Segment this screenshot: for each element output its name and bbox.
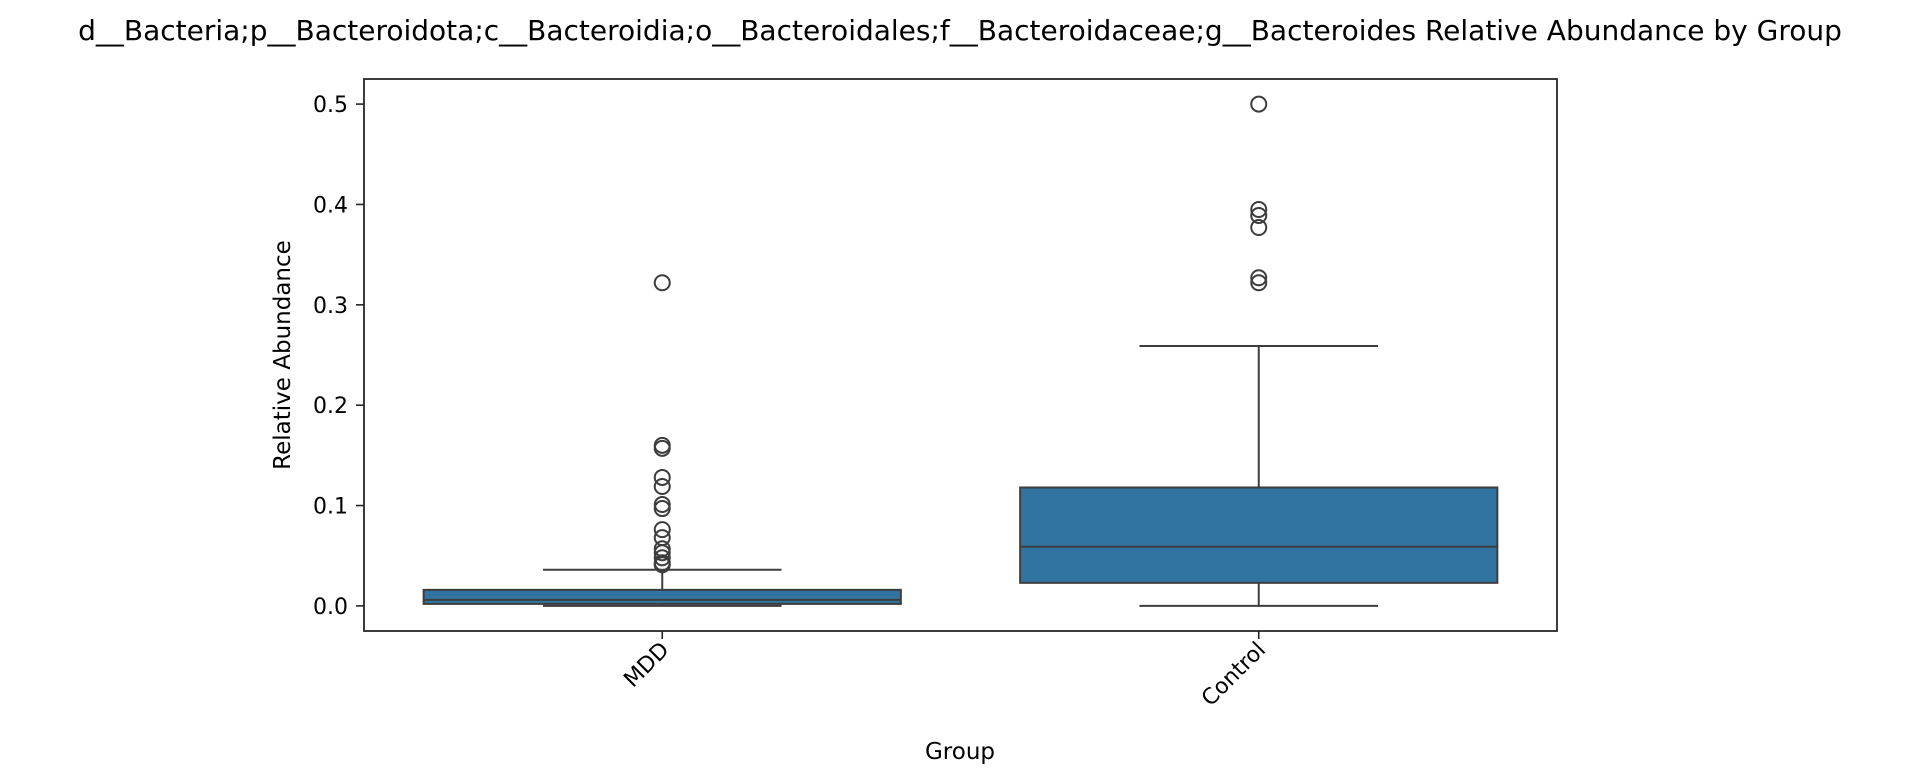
y-axis-label: Relative Abundance	[270, 240, 296, 470]
box-iqr	[422, 588, 902, 605]
y-tick-label: 0.3	[313, 294, 348, 319]
plot-frame	[363, 78, 1558, 632]
outlier-point	[653, 477, 671, 495]
outlier-point	[1250, 219, 1268, 237]
plot-area	[422, 95, 1499, 607]
y-tick-label: 0.5	[313, 93, 348, 118]
y-axis: 0.0 0.1 0.2 0.3 0.4 0.5	[313, 93, 364, 620]
x-tick-label: MDD	[619, 638, 674, 693]
outlier-point	[1250, 95, 1268, 113]
outlier-point	[1250, 274, 1268, 292]
y-tick-label: 0.4	[313, 193, 348, 218]
y-tick-label: 0.0	[313, 595, 348, 620]
outlier-point	[653, 439, 671, 457]
x-tick-label: Control	[1197, 638, 1271, 712]
outlier-point	[653, 544, 671, 562]
x-axis-label: Group	[925, 739, 995, 765]
outlier-point	[1250, 269, 1268, 287]
box-mdd	[422, 274, 902, 607]
y-tick-label: 0.2	[313, 394, 348, 419]
outlier-point	[1250, 200, 1268, 218]
outlier-point	[653, 496, 671, 514]
box-iqr	[1019, 486, 1499, 584]
y-tick-label: 0.1	[313, 495, 348, 520]
x-axis: MDD Control	[619, 631, 1271, 711]
outlier-point	[653, 468, 671, 486]
outlier-point	[653, 556, 671, 574]
chart-title: d__Bacteria;p__Bacteroidota;c__Bacteroid…	[78, 14, 1842, 47]
outlier-point	[1250, 206, 1268, 224]
box-control	[1019, 95, 1499, 607]
outlier-point	[653, 500, 671, 518]
outlier-point	[653, 274, 671, 292]
outlier-point	[653, 521, 671, 539]
outlier-point	[653, 549, 671, 567]
